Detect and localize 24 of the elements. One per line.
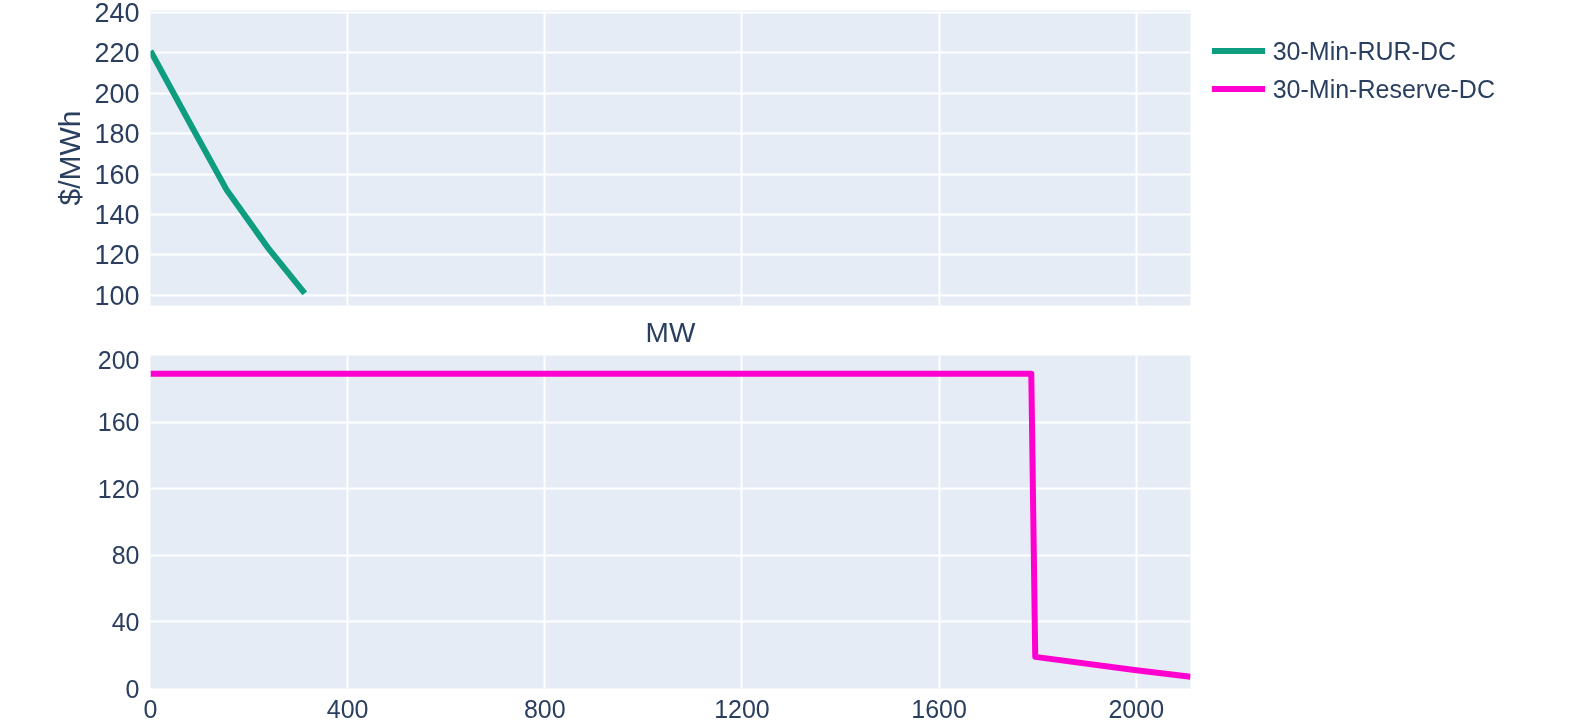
y-tick-label: 220 <box>94 38 140 69</box>
legend-label: 30-Min-RUR-DC <box>1272 36 1457 65</box>
x-tick-label: 2000 <box>1108 694 1165 723</box>
y-axis-title: $/MWh <box>53 110 87 206</box>
y-tick-label: 240 <box>94 0 140 29</box>
y-tick-label: 0 <box>125 674 140 703</box>
y-tick-label: 80 <box>111 541 140 570</box>
y-tick-label: 200 <box>94 78 140 109</box>
x-axis-title: MW <box>645 316 696 348</box>
x-tick-label: 1200 <box>714 694 770 723</box>
x-tick-label: 0 <box>143 694 158 723</box>
x-tick-label: 1600 <box>911 694 967 723</box>
y-tick-label: 140 <box>94 200 140 231</box>
legend-label: 30-Min-Reserve-DC <box>1272 75 1495 104</box>
x-tick-label: 800 <box>523 694 566 723</box>
y-tick-label: 160 <box>94 159 140 190</box>
y-tick-label: 40 <box>111 607 140 636</box>
y-tick-label: 180 <box>94 119 140 150</box>
y-tick-label: 100 <box>94 280 140 311</box>
y-tick-label: 160 <box>97 408 140 437</box>
y-tick-label: 200 <box>97 345 140 374</box>
x-tick-label: 400 <box>326 694 369 723</box>
y-tick-label: 120 <box>97 474 140 503</box>
y-tick-label: 120 <box>94 240 140 271</box>
